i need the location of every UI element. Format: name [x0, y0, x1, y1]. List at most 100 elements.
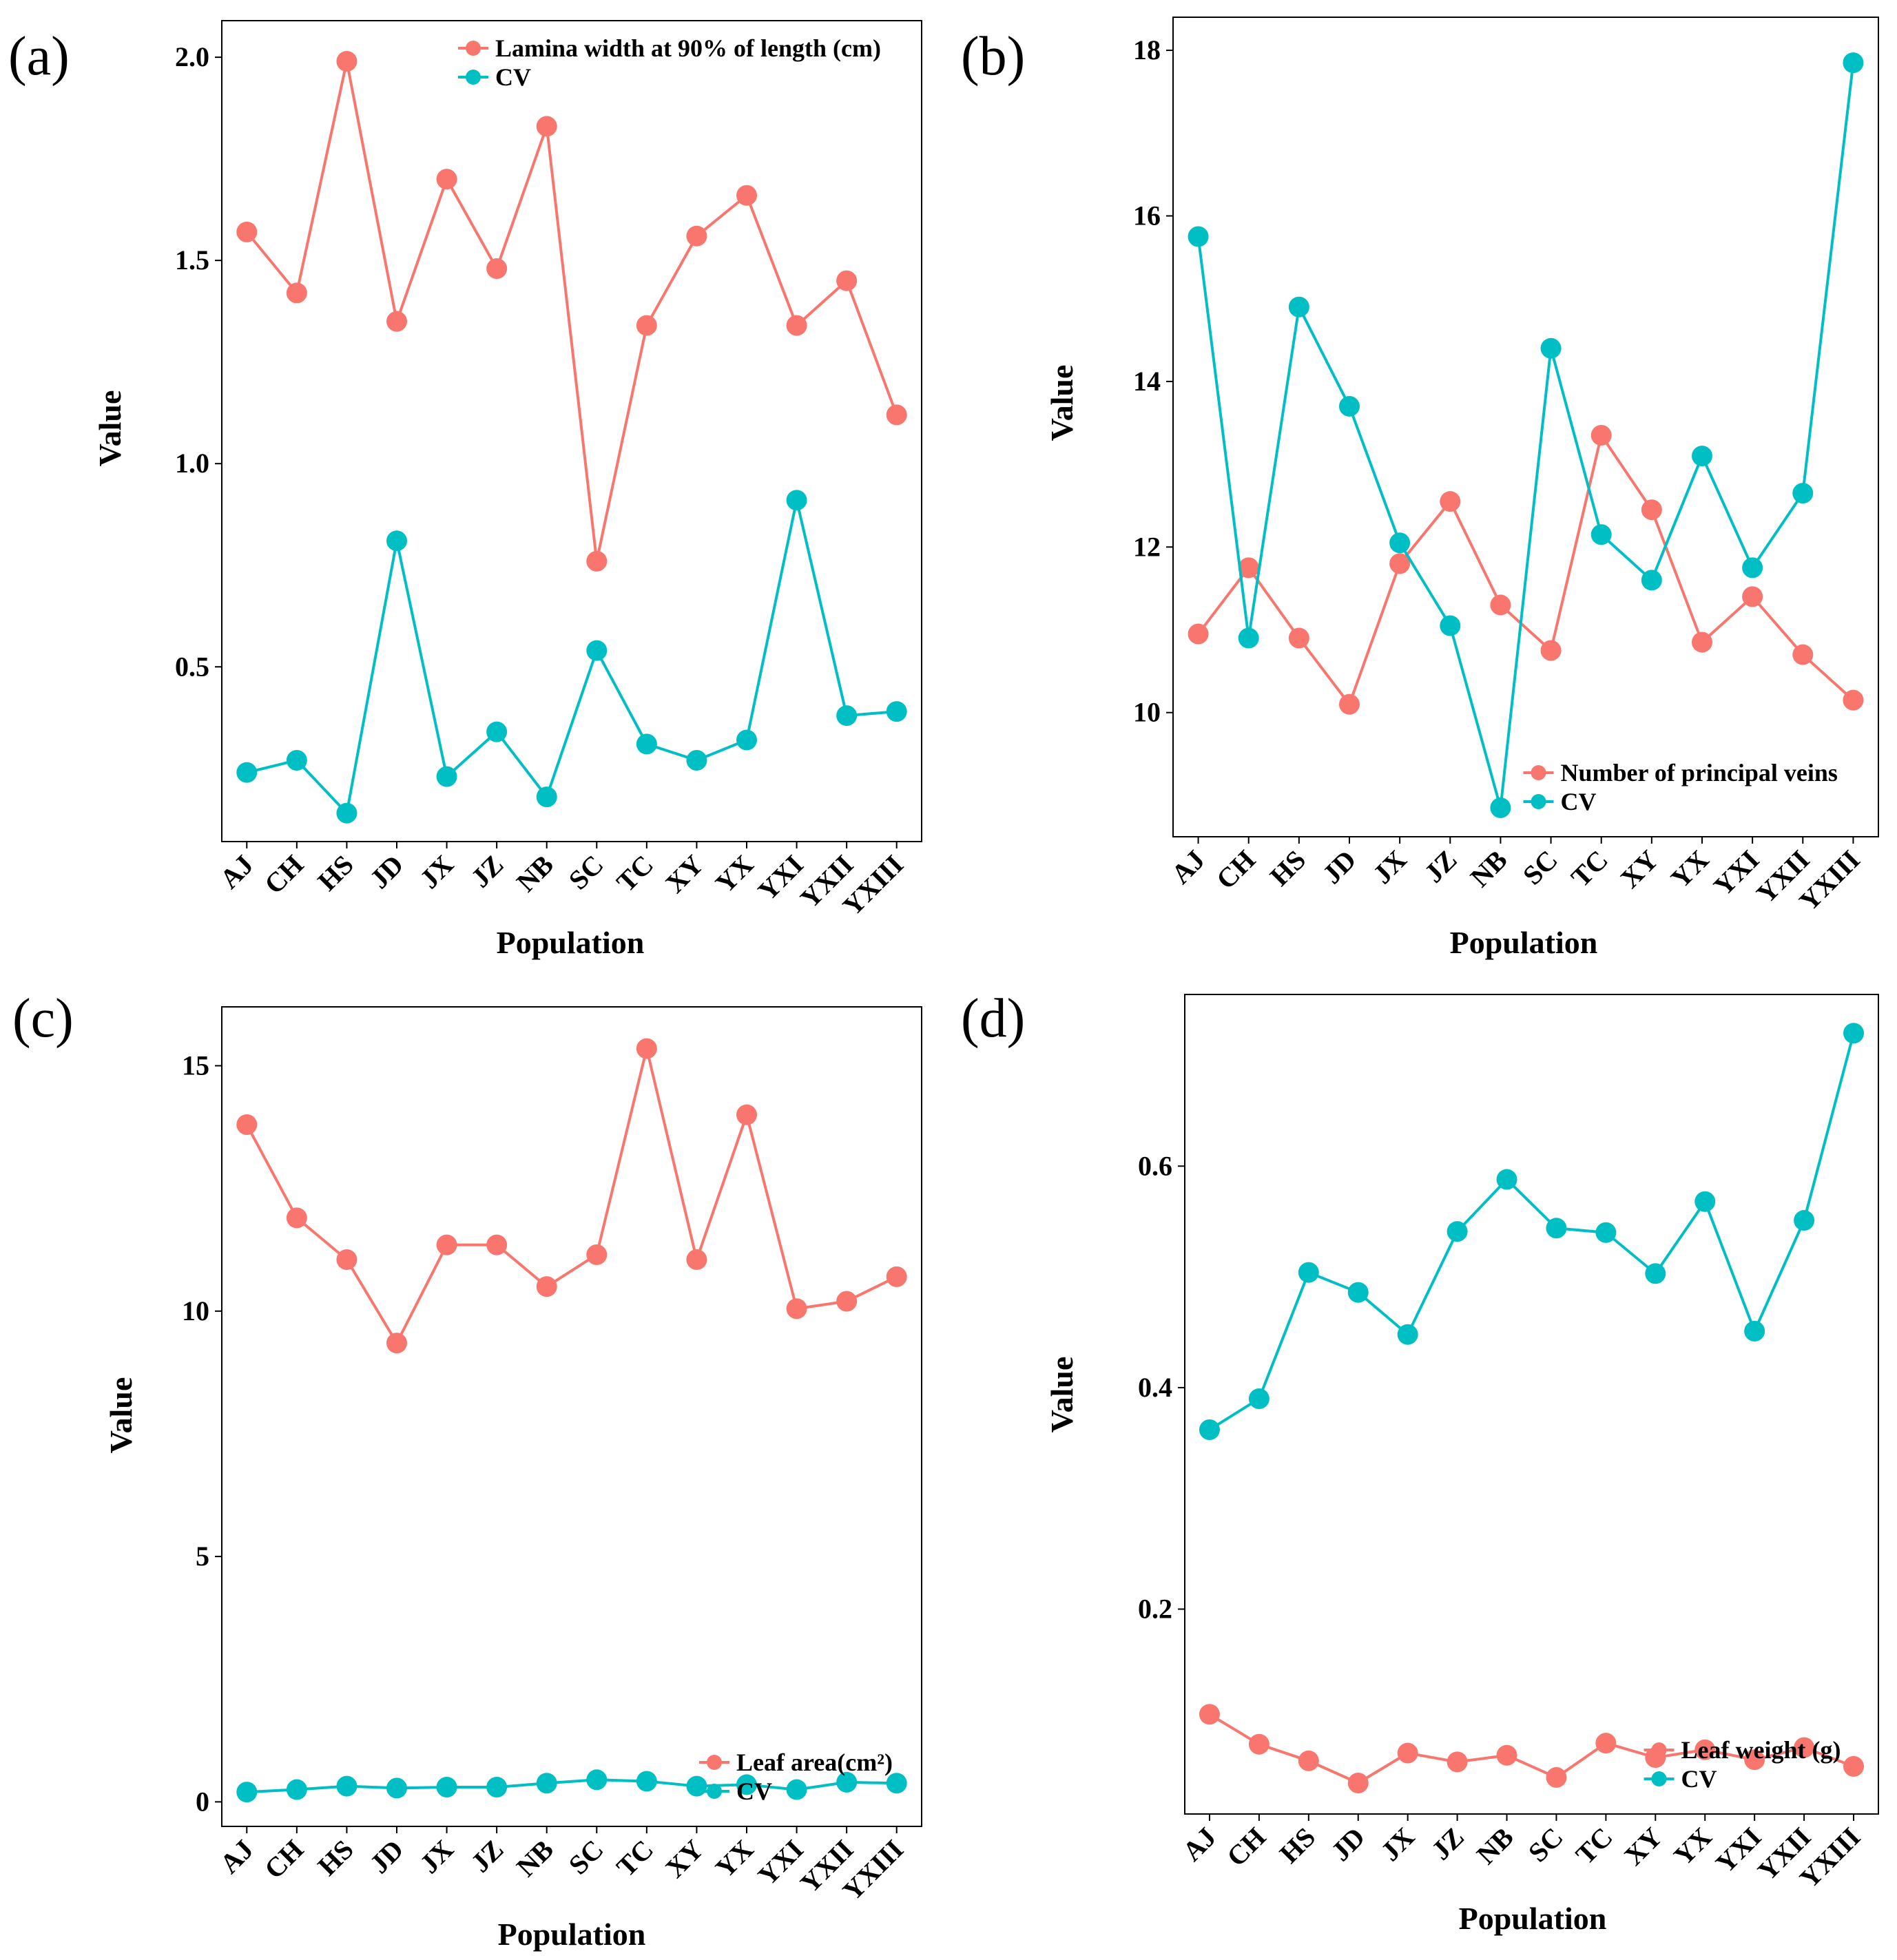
- panel-b-x-tick-label: JX: [1367, 844, 1412, 889]
- panel-d-x-tick-label: YX: [1668, 1821, 1718, 1871]
- panel-a-y-tick-label: 2.0: [175, 41, 209, 72]
- panel-a-series-1-point: [636, 733, 657, 755]
- panel-b-series-1-point: [1188, 226, 1209, 247]
- panel-d-series-1-point: [1298, 1262, 1319, 1283]
- panel-d-legend-key-marker: [1651, 1771, 1667, 1786]
- panel-b-letter: (b): [961, 26, 1025, 87]
- panel-a-series-1-point: [686, 749, 707, 771]
- panel-d-x-tick-label: JD: [1325, 1822, 1371, 1867]
- panel-d-series-1-point: [1496, 1169, 1517, 1190]
- panel-a-series-1-point: [886, 701, 907, 722]
- panel-a-series-0-point: [586, 550, 608, 572]
- panel-c-series-0-point: [536, 1276, 557, 1297]
- panel-a-series-0-point: [386, 311, 407, 332]
- panel-c-letter: (c): [12, 988, 74, 1049]
- panel-d-series-1-point: [1199, 1419, 1220, 1440]
- panel-d-series-0-point: [1546, 1766, 1567, 1788]
- panel-d-series-1-point: [1447, 1221, 1468, 1242]
- panel-d-series-0-point: [1199, 1704, 1220, 1725]
- panel-d-legend-key-marker: [1651, 1742, 1667, 1758]
- panel-c-x-tick-label: JD: [364, 1834, 409, 1879]
- panel-c-series-1-point: [286, 1779, 307, 1800]
- panel-a-y-title: Value: [92, 390, 127, 467]
- panel-c-y-tick-label: 15: [182, 1050, 209, 1081]
- panel-d-series-0-point: [1347, 1772, 1369, 1793]
- panel-c-plot-frame: [221, 1006, 922, 1827]
- panel-c-series-0-point: [236, 1114, 258, 1136]
- panel-b-series-0-point: [1288, 627, 1309, 649]
- panel-c-legend-label: CV: [736, 1777, 772, 1805]
- panel-c-series-0-point: [586, 1244, 608, 1265]
- panel-b-x-tick-label: XY: [1615, 844, 1665, 894]
- panel-b-series-1-point: [1742, 557, 1763, 578]
- panel-d-x-tick-label: NB: [1471, 1822, 1520, 1870]
- panel-c-series-0-point: [486, 1234, 508, 1255]
- panel-a-series-0-point: [536, 116, 557, 137]
- panel-c-series-1-point: [836, 1771, 858, 1793]
- panel-a-series-0-point: [886, 404, 907, 426]
- panel-d-letter: (d): [961, 988, 1025, 1049]
- panel-d-series-0-point: [1248, 1733, 1269, 1755]
- panel-b-y-tick-label: 10: [1133, 697, 1161, 728]
- panel-a-x-tick-label: CH: [258, 849, 309, 900]
- panel-b-x-tick-label: HS: [1264, 844, 1312, 893]
- panel-d-legend: Leaf weight (g)CV: [1644, 1736, 1841, 1793]
- panel-d-series-1-point: [1595, 1222, 1617, 1243]
- panel-c-series-0-point: [886, 1266, 907, 1287]
- panel-c-y-tick-label: 5: [196, 1541, 209, 1572]
- panel-b-legend-key-marker: [1531, 765, 1546, 780]
- panel-d-y-tick-label: 0.6: [1138, 1150, 1172, 1181]
- panel-d-series-0-point: [1447, 1751, 1468, 1773]
- panel-a-x-tick-label: XY: [659, 848, 709, 899]
- panel-c-series-1-point: [436, 1776, 457, 1797]
- panel-d-x-tick-label: SC: [1522, 1822, 1569, 1868]
- panel-d-x-tick-label: JZ: [1425, 1822, 1470, 1866]
- panel-d-x-tick-label: JX: [1375, 1821, 1420, 1866]
- panel-c-x-tick-label: JX: [414, 1833, 459, 1879]
- panel-a-x-title: Population: [497, 925, 645, 960]
- panel-a-series-0-point: [436, 169, 457, 190]
- panel-a-x-tick-label: YX: [709, 848, 760, 899]
- panel-a-x-tick-label: SC: [563, 849, 610, 896]
- panel-c-x-tick-label: AJ: [214, 1834, 259, 1879]
- panel-b-series-1-point: [1792, 483, 1814, 504]
- panel-c-legend-key-marker: [707, 1784, 722, 1799]
- panel-c-x-tick-label: YX: [709, 1833, 760, 1884]
- panel-b-series-1-point: [1440, 615, 1461, 636]
- panel-c-series-0-point: [736, 1104, 757, 1125]
- panel-b-series-0-point: [1692, 632, 1712, 653]
- panel-a-series-0-point: [736, 185, 757, 206]
- panel-b-y-tick-label: 14: [1133, 366, 1161, 397]
- panel-a-legend: Lamina width at 90% of length (cm)CV: [458, 34, 881, 91]
- panel-d-series-0-point: [1744, 1749, 1765, 1771]
- panel-b-series-1-point: [1590, 524, 1612, 545]
- panel-d-series-0-point: [1694, 1739, 1716, 1760]
- panel-a-series-1-point: [836, 705, 858, 727]
- panel-c-x-tick-label: JZ: [465, 1834, 510, 1879]
- panel-c-x-tick-label: XY: [659, 1833, 709, 1884]
- panel-c-legend: Leaf area(cm²)CV: [699, 1749, 893, 1805]
- panel-c-y-title: Value: [103, 1377, 138, 1454]
- panel-c-series-0-point: [436, 1234, 457, 1255]
- panel-b-series-0-point: [1540, 640, 1562, 661]
- panel-a-series-line-0: [245, 60, 898, 563]
- panel-d-y-tick-label: 0.2: [1138, 1594, 1172, 1625]
- panel-a-legend-key-marker: [466, 41, 481, 56]
- panel-c-series-1-point: [636, 1771, 657, 1792]
- panel-c-legend-key-marker: [707, 1755, 722, 1770]
- panel-d-series-line-1: [1208, 1032, 1855, 1431]
- panel-b-x-tick-label: SC: [1517, 844, 1564, 891]
- panel-d-x-tick-label: HS: [1274, 1822, 1322, 1870]
- panel-a-y-tick-label: 1.0: [175, 448, 209, 479]
- panel-d-series-0-point: [1843, 1755, 1865, 1777]
- panel-d-x-tick-label: XY: [1618, 1821, 1668, 1871]
- panel-d-series-0-point: [1595, 1733, 1617, 1754]
- panel-a-series-1-point: [436, 766, 457, 787]
- panel-b-series-1-point: [1389, 532, 1411, 554]
- panel-b-x-tick-label: TC: [1565, 844, 1614, 893]
- panel-d-y-tick-label: 0.4: [1138, 1372, 1172, 1403]
- panel-c-series-1-point: [686, 1775, 707, 1797]
